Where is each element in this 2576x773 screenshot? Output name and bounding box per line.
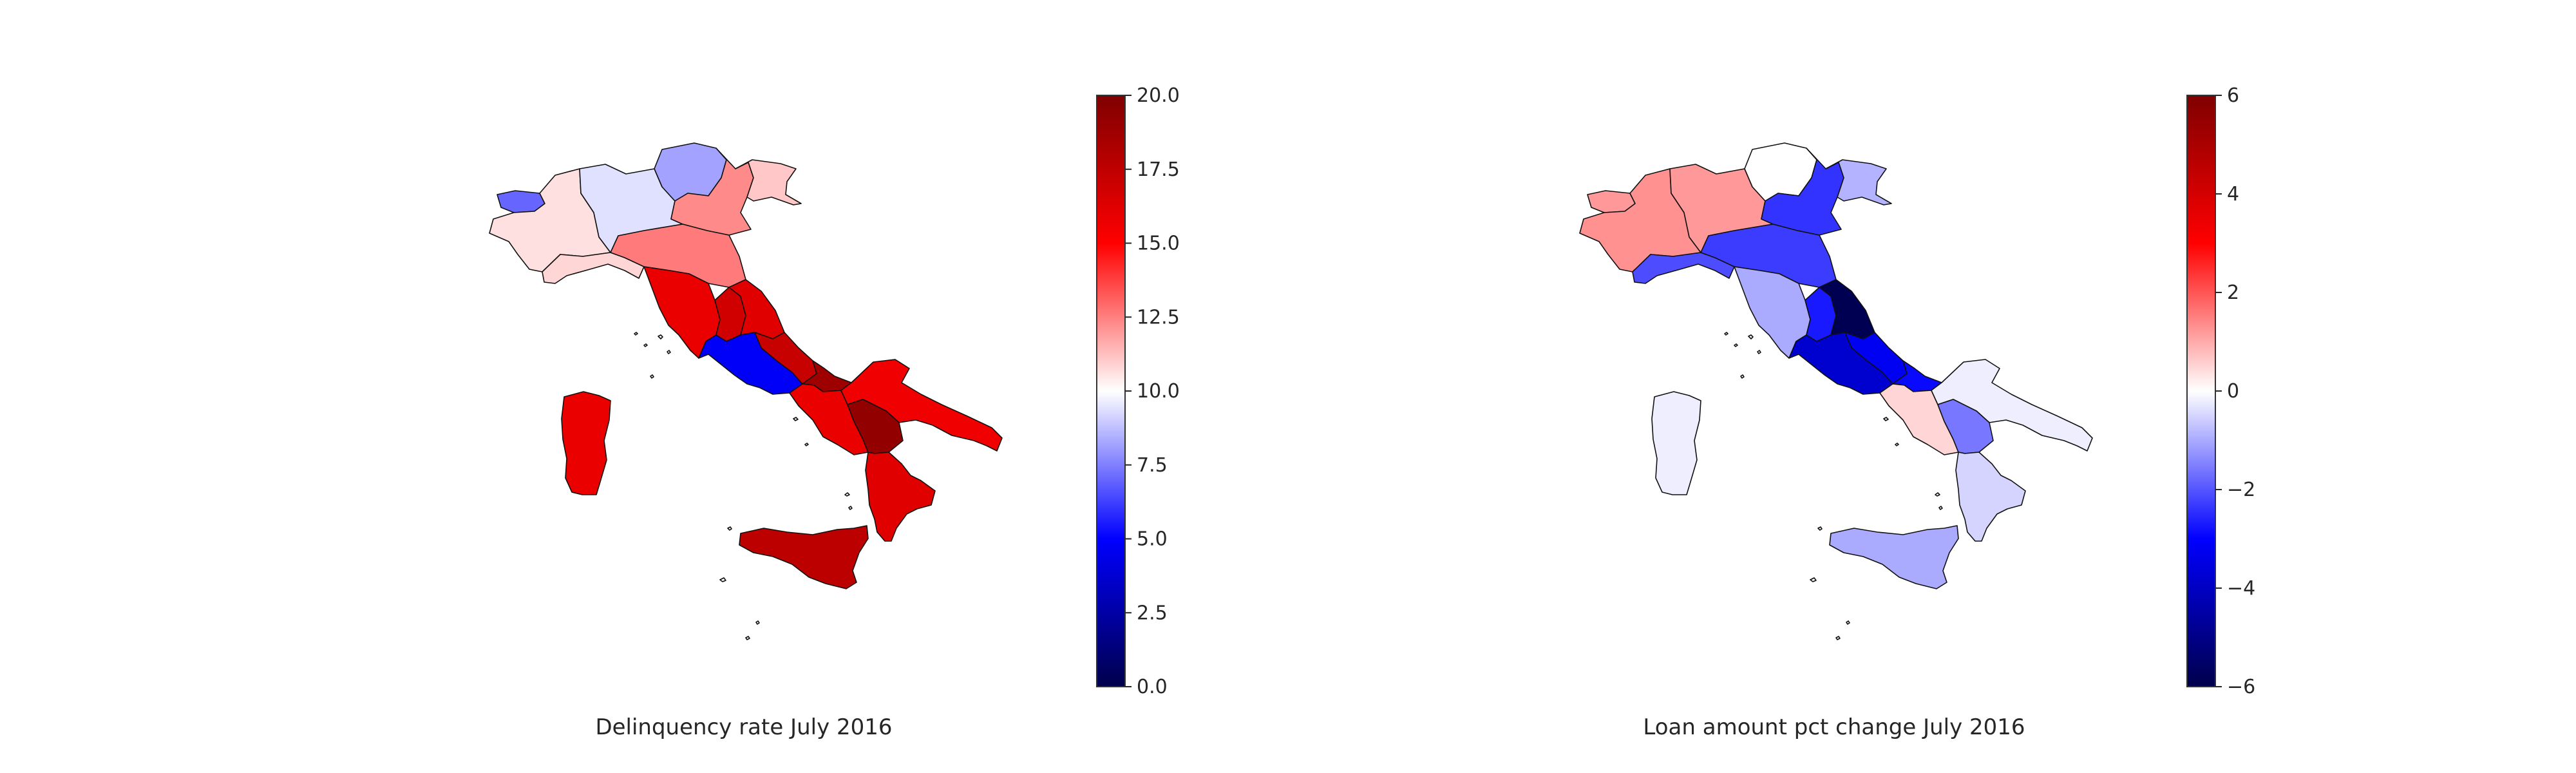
region-friuli-venezia-giulia [735, 159, 802, 205]
region-sardegna [1651, 391, 1701, 495]
islet-0 [658, 334, 663, 339]
colorbar-tick-label: 0 [2227, 380, 2239, 403]
colorbar-tick-label: 20.0 [1137, 84, 1180, 107]
region-layer [489, 142, 1003, 640]
islet-4 [804, 443, 809, 446]
islet-1 [1757, 350, 1761, 354]
colorbar-tick-label: 2.5 [1137, 602, 1168, 624]
colorbar-tick-label: 5.0 [1137, 528, 1168, 551]
colorbar-tick-label: 12.5 [1137, 306, 1180, 329]
colorbar-tick-label: 7.5 [1137, 454, 1168, 477]
map-title: Delinquency rate July 2016 [595, 714, 892, 740]
region-sardegna [561, 391, 611, 495]
region-sicilia [1829, 525, 1959, 589]
delinquency-rate-map: 0.0 2.5 5.0 7.5 10.0 12.5 15.0 17.5 20.0 Delinqu… [489, 84, 1180, 740]
islet-0 [1748, 334, 1754, 339]
loan-pct-change-map: −6 −4 −2 0 2 4 6 Loan amount pct change July 2… [1579, 84, 2255, 740]
colorbar-tick-label: 4 [2227, 183, 2239, 205]
islet-12 [643, 343, 648, 347]
islet-4 [1895, 443, 1899, 446]
islet-8 [1810, 577, 1817, 582]
region-friuli-venezia-giulia [1825, 159, 1892, 205]
loan-change-colorbar: −6 −4 −2 0 2 4 6 [2186, 84, 2255, 698]
islet-5 [1935, 492, 1940, 497]
islet-11 [634, 332, 638, 336]
islet-10 [745, 636, 750, 640]
colorbar-tick-label: 6 [2227, 84, 2239, 107]
colorbar-tick-label: 17.5 [1137, 158, 1180, 181]
islet-6 [1938, 506, 1943, 510]
region-liguria [1632, 252, 1735, 284]
delinquency-colorbar: 0.0 2.5 5.0 7.5 10.0 12.5 15.0 17.5 20.0 [1096, 84, 1180, 698]
islet-5 [844, 492, 850, 497]
colorbar-tick-label: 2 [2227, 282, 2239, 304]
colorbar-tick-label: −6 [2227, 676, 2255, 698]
islet-11 [1724, 332, 1728, 336]
islet-7 [727, 526, 732, 531]
islet-12 [1734, 343, 1738, 347]
islet-2 [650, 374, 654, 379]
region-layer [1579, 142, 2093, 640]
islet-10 [1835, 636, 1841, 640]
colorbar-tick-label: −4 [2227, 577, 2255, 600]
colorbar-tick-label: 10.0 [1137, 380, 1180, 403]
region-calabria [865, 452, 936, 542]
islet-6 [848, 506, 853, 510]
region-liguria [542, 252, 645, 284]
islet-2 [1740, 374, 1745, 379]
region-calabria [1955, 452, 2026, 542]
islet-3 [793, 417, 799, 421]
region-sicilia [739, 525, 869, 589]
colorbar-tick-label: −2 [2227, 479, 2255, 501]
map-title: Loan amount pct change July 2016 [1643, 714, 2025, 740]
colorbar-gradient [1097, 95, 1125, 687]
islet-1 [667, 350, 671, 354]
colorbar-tick-label: 0.0 [1137, 676, 1168, 698]
colorbar-gradient [2187, 95, 2215, 687]
islet-3 [1883, 417, 1889, 421]
islet-9 [1846, 620, 1850, 625]
islet-7 [1817, 526, 1823, 531]
islet-9 [755, 620, 760, 625]
colorbar-tick-label: 15.0 [1137, 233, 1180, 255]
islet-8 [719, 577, 726, 582]
